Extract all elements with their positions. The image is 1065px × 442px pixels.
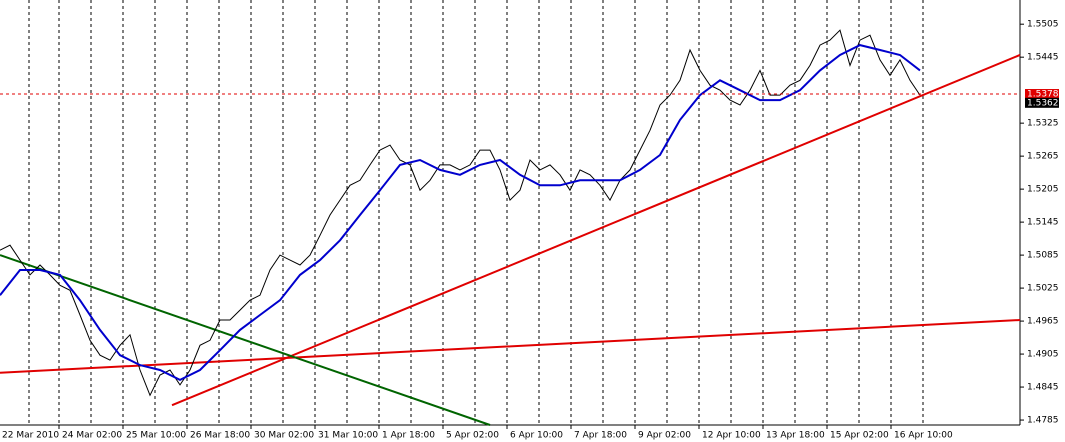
- x-tick-label: 30 Mar 02:00: [254, 431, 314, 441]
- x-tick-label: 26 Mar 18:00: [190, 431, 250, 441]
- x-tick-label: 12 Apr 10:00: [702, 431, 761, 441]
- y-tick-label: 1.4845: [1027, 383, 1059, 393]
- x-tick-label: 5 Apr 02:00: [446, 431, 499, 441]
- x-tick-label: 25 Mar 10:00: [126, 431, 186, 441]
- price-marker-box: [1025, 89, 1059, 100]
- x-tick-label: 6 Apr 10:00: [510, 431, 563, 441]
- y-tick-label: 1.5025: [1027, 284, 1059, 294]
- y-tick-label: 1.5205: [1027, 185, 1059, 195]
- trend-line: [171, 54, 1021, 407]
- y-tick-label: 1.4965: [1027, 317, 1059, 327]
- price-line: [0, 29, 921, 397]
- x-tick-label: 9 Apr 02:00: [638, 431, 691, 441]
- y-tick-label: 1.4785: [1027, 416, 1059, 426]
- y-tick-label: 1.5325: [1027, 119, 1059, 129]
- y-tick-label: 1.5445: [1027, 53, 1059, 63]
- x-tick-label: 1 Apr 18:00: [382, 431, 435, 441]
- y-tick-label: 1.5265: [1027, 152, 1059, 162]
- y-tick-label: 1.4905: [1027, 350, 1059, 360]
- x-tick-label: 24 Mar 02:00: [62, 431, 122, 441]
- price-line: [0, 44, 921, 382]
- x-tick-label: 16 Apr 10:00: [894, 431, 953, 441]
- x-tick-label: 7 Apr 18:00: [574, 431, 627, 441]
- price-marker-box: [1025, 97, 1059, 108]
- price-marker-label: 1.5362: [1027, 98, 1059, 108]
- y-tick-label: 1.5085: [1027, 251, 1059, 261]
- y-tick-label: 1.5505: [1027, 20, 1059, 30]
- x-tick-label: 13 Apr 18:00: [766, 431, 825, 441]
- x-tick-label: 31 Mar 10:00: [318, 431, 378, 441]
- trend-line: [0, 254, 491, 426]
- price-marker-label: 1.5378: [1027, 90, 1059, 100]
- x-tick-label: 15 Apr 02:00: [830, 431, 889, 441]
- x-tick-label: 22 Mar 2010: [2, 431, 59, 441]
- y-tick-label: 1.5145: [1027, 218, 1059, 228]
- trend-line: [0, 318, 1021, 374]
